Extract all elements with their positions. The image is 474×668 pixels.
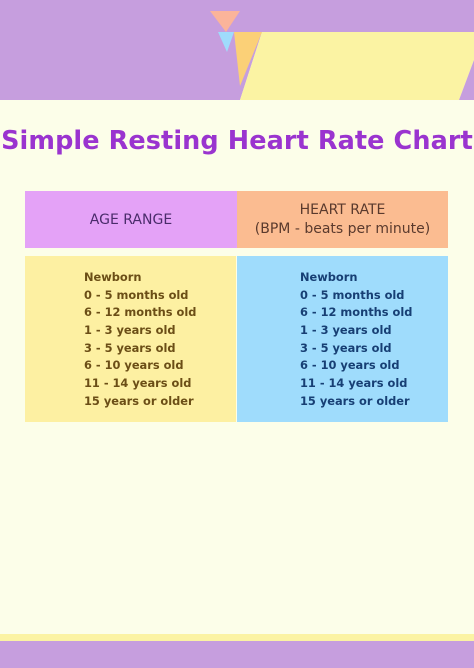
heart-rate-column: Newborn 0 - 5 months old 6 - 12 months o… (237, 256, 448, 422)
age-range-item: 0 - 5 months old (84, 287, 189, 302)
heart-rate-item: 11 - 14 years old (300, 376, 408, 391)
heart-rate-item: 3 - 5 years old (300, 340, 392, 355)
age-range-item: 15 years or older (84, 393, 194, 408)
heart-rate-item: 15 years or older (300, 393, 410, 408)
heart-rate-item: 1 - 3 years old (300, 323, 392, 338)
age-range-item: 6 - 10 years old (84, 358, 184, 373)
age-range-header: AGE RANGE (25, 191, 237, 248)
age-range-item: Newborn (84, 270, 142, 284)
footer-accent-strip (0, 634, 474, 642)
page-title: Simple Resting Heart Rate Chart (1, 126, 473, 156)
heart-rate-header-subtitle: (BPM - beats per minute) (254, 220, 431, 237)
heart-rate-item: Newborn (300, 270, 358, 284)
header-banner (0, 0, 474, 102)
age-range-item: 11 - 14 years old (84, 376, 192, 391)
heart-rate-header: HEART RATE (BPM - beats per minute) (237, 191, 448, 248)
age-range-list: Newborn 0 - 5 months old 6 - 12 months o… (84, 269, 196, 411)
age-range-item: 1 - 3 years old (84, 323, 176, 338)
heart-rate-list: Newborn 0 - 5 months old 6 - 12 months o… (300, 269, 412, 411)
age-range-header-label: AGE RANGE (89, 211, 173, 228)
heart-rate-item: 6 - 10 years old (300, 358, 400, 373)
age-range-item: 3 - 5 years old (84, 340, 176, 355)
footer-banner (0, 641, 474, 668)
heart-rate-header-title: HEART RATE (299, 201, 386, 218)
heart-rate-item: 6 - 12 months old (300, 305, 413, 320)
age-range-column: Newborn 0 - 5 months old 6 - 12 months o… (25, 256, 236, 422)
age-range-item: 6 - 12 months old (84, 305, 197, 320)
heart-rate-item: 0 - 5 months old (300, 287, 405, 302)
